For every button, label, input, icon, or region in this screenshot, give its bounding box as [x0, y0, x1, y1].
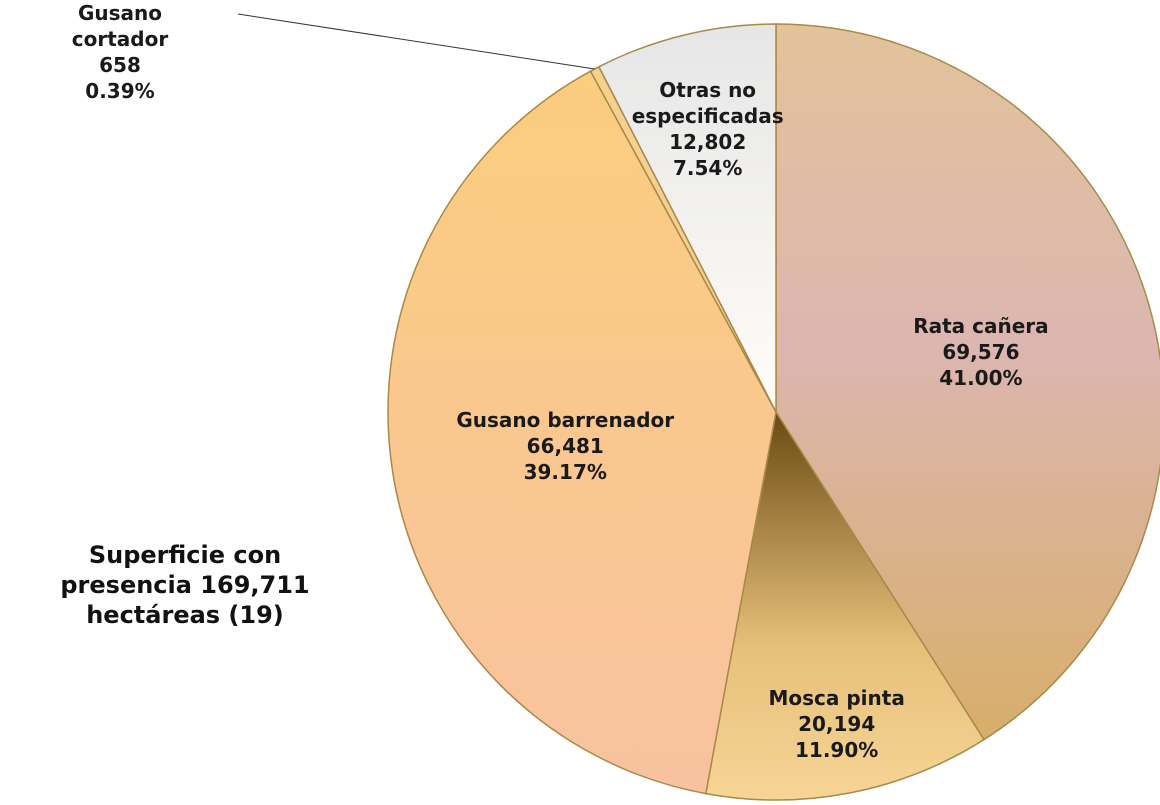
- slice-name: Rata cañera: [913, 314, 1049, 339]
- slice-percentage: 41.00%: [939, 366, 1023, 391]
- slice-label: Rata cañera 69,576 41.00%: [851, 313, 1111, 391]
- slice-name: Gusano barrenador: [456, 407, 675, 432]
- slice-value: 69,576: [942, 340, 1020, 365]
- slice-label: Gusano barrenador 66,481 39.17%: [435, 407, 695, 485]
- slice-percentage: 7.54%: [672, 156, 743, 181]
- slice-name: Mosca pinta: [768, 686, 905, 711]
- slice-value: 66,481: [526, 433, 604, 458]
- slice-label: Otras no especificadas 12,802 7.54%: [623, 77, 793, 181]
- slice-percentage: 0.39%: [85, 79, 155, 103]
- slice-label: Gusano cortador 658 0.39%: [35, 0, 205, 104]
- slice-value: 12,802: [669, 130, 747, 155]
- slice-value: 20,194: [798, 712, 876, 737]
- pie-slice: [775, 23, 1160, 741]
- pie-slice: [597, 23, 777, 413]
- leader-line: [237, 13, 595, 70]
- pie-slice: [704, 409, 986, 801]
- slice-name: Gusano cortador: [71, 1, 169, 51]
- pie-slice: [387, 70, 777, 795]
- slice-value: 658: [99, 53, 141, 77]
- annotation: Superficie con presencia 169,711 hectáre…: [60, 541, 310, 629]
- slice-percentage: 39.17%: [523, 459, 607, 484]
- slice-label: Mosca pinta 20,194 11.90%: [707, 685, 967, 763]
- slice-name: Otras no especificadas: [631, 78, 784, 129]
- slice-percentage: 11.90%: [795, 738, 879, 763]
